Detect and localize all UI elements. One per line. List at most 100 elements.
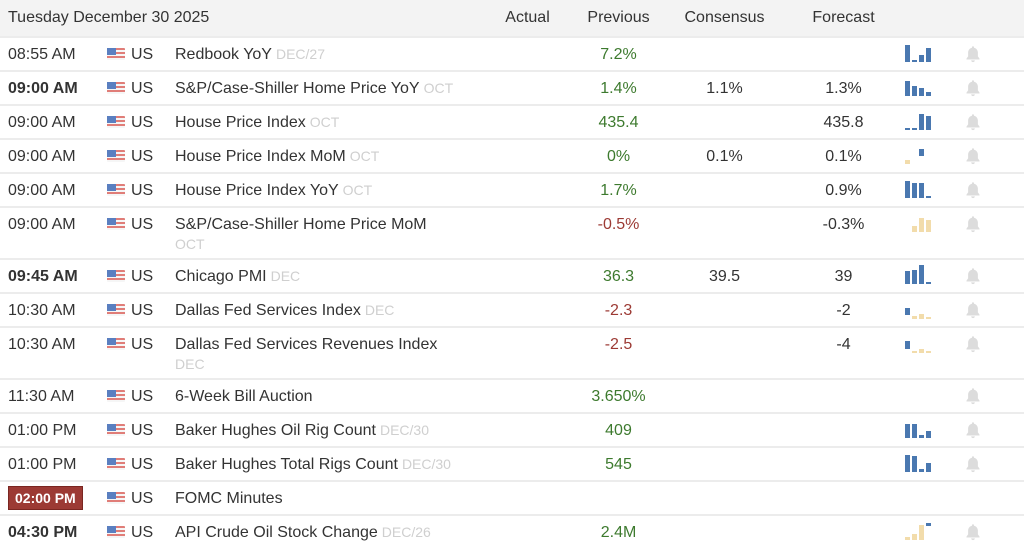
history-sparkline-icon[interactable] xyxy=(905,336,932,353)
bell-alert-icon[interactable] xyxy=(965,215,981,233)
event-name-cell[interactable]: Baker Hughes Oil Rig Count DEC/30 xyxy=(175,413,485,447)
event-row[interactable]: 09:00 AM US House Price Index OCT 435.4 4… xyxy=(0,105,1024,139)
event-row[interactable]: 09:45 AM US Chicago PMI DEC 36.3 39.5 39 xyxy=(0,259,1024,293)
history-chart-cell[interactable] xyxy=(905,207,965,259)
history-chart-cell[interactable] xyxy=(905,37,965,71)
alert-cell[interactable] xyxy=(965,379,1024,413)
event-row[interactable]: 04:30 PM US API Crude Oil Stock Change DE… xyxy=(0,515,1024,541)
event-row[interactable]: 11:30 AM US 6-Week Bill Auction 3.650% xyxy=(0,379,1024,413)
event-name-cell[interactable]: House Price Index YoY OCT xyxy=(175,173,485,207)
event-name-link[interactable]: House Price Index MoM xyxy=(175,148,346,165)
event-row[interactable]: 01:00 PM US Baker Hughes Total Rigs Coun… xyxy=(0,447,1024,481)
history-sparkline-icon[interactable] xyxy=(905,215,932,232)
bell-alert-icon[interactable] xyxy=(965,181,981,199)
event-row[interactable]: 08:55 AM US Redbook YoY DEC/27 7.2% xyxy=(0,37,1024,71)
history-chart-cell[interactable] xyxy=(905,259,965,293)
event-row[interactable]: 09:00 AM US House Price Index MoM OCT 0% … xyxy=(0,139,1024,173)
event-row[interactable]: 10:30 AM US Dallas Fed Services Index DEC… xyxy=(0,293,1024,327)
event-name-link[interactable]: Baker Hughes Oil Rig Count xyxy=(175,422,376,439)
event-name-link[interactable]: S&P/Case-Shiller Home Price MoM xyxy=(175,216,427,233)
event-row[interactable]: 09:00 AM US House Price Index YoY OCT 1.7… xyxy=(0,173,1024,207)
history-chart-cell[interactable] xyxy=(905,515,965,541)
column-header-actual: Actual xyxy=(505,9,550,26)
event-name-link[interactable]: Dallas Fed Services Index xyxy=(175,302,361,319)
actual-value xyxy=(485,259,570,293)
alert-cell[interactable] xyxy=(965,207,1024,259)
event-name-cell[interactable]: Dallas Fed Services Revenues Index DEC xyxy=(175,327,485,379)
event-name-cell[interactable]: Dallas Fed Services Index DEC xyxy=(175,293,485,327)
bell-alert-icon[interactable] xyxy=(965,455,981,473)
bell-alert-icon[interactable] xyxy=(965,45,981,63)
event-name-cell[interactable]: 6-Week Bill Auction xyxy=(175,379,485,413)
event-name-cell[interactable]: House Price Index OCT xyxy=(175,105,485,139)
history-sparkline-icon[interactable] xyxy=(905,45,932,62)
event-name-cell[interactable]: Redbook YoY DEC/27 xyxy=(175,37,485,71)
event-row[interactable]: 09:00 AM US S&P/Case-Shiller Home Price … xyxy=(0,71,1024,105)
event-name-cell[interactable]: S&P/Case-Shiller Home Price YoY OCT xyxy=(175,71,485,105)
history-sparkline-icon[interactable] xyxy=(905,147,931,164)
history-chart-cell[interactable] xyxy=(905,293,965,327)
event-name-link[interactable]: House Price Index xyxy=(175,114,306,131)
history-chart-cell[interactable] xyxy=(905,105,965,139)
alert-cell[interactable] xyxy=(965,413,1024,447)
bell-alert-icon[interactable] xyxy=(965,421,981,439)
alert-cell[interactable] xyxy=(965,173,1024,207)
alert-cell[interactable] xyxy=(965,515,1024,541)
history-sparkline-icon[interactable] xyxy=(905,265,932,284)
event-row[interactable]: 10:30 AM US Dallas Fed Services Revenues… xyxy=(0,327,1024,379)
bell-alert-icon[interactable] xyxy=(965,147,981,165)
history-chart-cell[interactable] xyxy=(905,71,965,105)
sparkline-bar xyxy=(912,424,918,438)
event-name-cell[interactable]: House Price Index MoM OCT xyxy=(175,139,485,173)
event-name-link[interactable]: FOMC Minutes xyxy=(175,490,283,507)
event-name-link[interactable]: Redbook YoY xyxy=(175,46,272,63)
event-name-cell[interactable]: Baker Hughes Total Rigs Count DEC/30 xyxy=(175,447,485,481)
alert-cell[interactable] xyxy=(965,37,1024,71)
history-sparkline-icon[interactable] xyxy=(905,79,932,96)
alert-cell[interactable] xyxy=(965,293,1024,327)
event-name-cell[interactable]: Chicago PMI DEC xyxy=(175,259,485,293)
event-name-link[interactable]: Chicago PMI xyxy=(175,268,267,285)
bell-alert-icon[interactable] xyxy=(965,387,981,405)
bell-alert-icon[interactable] xyxy=(965,79,981,97)
country-cell: US xyxy=(103,259,175,293)
bell-alert-icon[interactable] xyxy=(965,523,981,541)
event-row[interactable]: 09:00 AM US S&P/Case-Shiller Home Price … xyxy=(0,207,1024,259)
event-name-cell[interactable]: API Crude Oil Stock Change DEC/26 xyxy=(175,515,485,541)
history-chart-cell[interactable] xyxy=(905,413,965,447)
history-sparkline-icon[interactable] xyxy=(905,181,932,198)
history-sparkline-icon[interactable] xyxy=(905,113,932,130)
history-sparkline-icon[interactable] xyxy=(905,455,932,472)
bell-alert-icon[interactable] xyxy=(965,113,981,131)
event-name-link[interactable]: Baker Hughes Total Rigs Count xyxy=(175,456,398,473)
event-row[interactable]: 01:00 PM US Baker Hughes Oil Rig Count DE… xyxy=(0,413,1024,447)
history-chart-cell[interactable] xyxy=(905,379,965,413)
history-chart-cell[interactable] xyxy=(905,173,965,207)
event-time: 09:00 AM xyxy=(8,114,76,131)
event-name-link[interactable]: House Price Index YoY xyxy=(175,182,339,199)
history-sparkline-icon[interactable] xyxy=(905,302,932,319)
alert-cell[interactable] xyxy=(965,105,1024,139)
event-name-link[interactable]: API Crude Oil Stock Change xyxy=(175,524,378,541)
event-name-link[interactable]: Dallas Fed Services Revenues Index xyxy=(175,336,438,353)
bell-alert-icon[interactable] xyxy=(965,335,981,353)
history-chart-cell[interactable] xyxy=(905,327,965,379)
alert-cell[interactable] xyxy=(965,139,1024,173)
alert-cell[interactable] xyxy=(965,447,1024,481)
event-name-link[interactable]: 6-Week Bill Auction xyxy=(175,388,313,405)
bell-alert-icon[interactable] xyxy=(965,301,981,319)
history-chart-cell[interactable] xyxy=(905,481,965,515)
alert-cell[interactable] xyxy=(965,327,1024,379)
history-sparkline-icon[interactable] xyxy=(905,421,932,438)
alert-cell[interactable] xyxy=(965,481,1024,515)
history-sparkline-icon[interactable] xyxy=(905,523,932,540)
bell-alert-icon[interactable] xyxy=(965,267,981,285)
history-chart-cell[interactable] xyxy=(905,447,965,481)
event-name-cell[interactable]: FOMC Minutes xyxy=(175,481,485,515)
event-name-link[interactable]: S&P/Case-Shiller Home Price YoY xyxy=(175,80,420,97)
alert-cell[interactable] xyxy=(965,259,1024,293)
event-name-cell[interactable]: S&P/Case-Shiller Home Price MoM OCT xyxy=(175,207,485,259)
alert-cell[interactable] xyxy=(965,71,1024,105)
event-row[interactable]: 02:00 PM US FOMC Minutes xyxy=(0,481,1024,515)
history-chart-cell[interactable] xyxy=(905,139,965,173)
